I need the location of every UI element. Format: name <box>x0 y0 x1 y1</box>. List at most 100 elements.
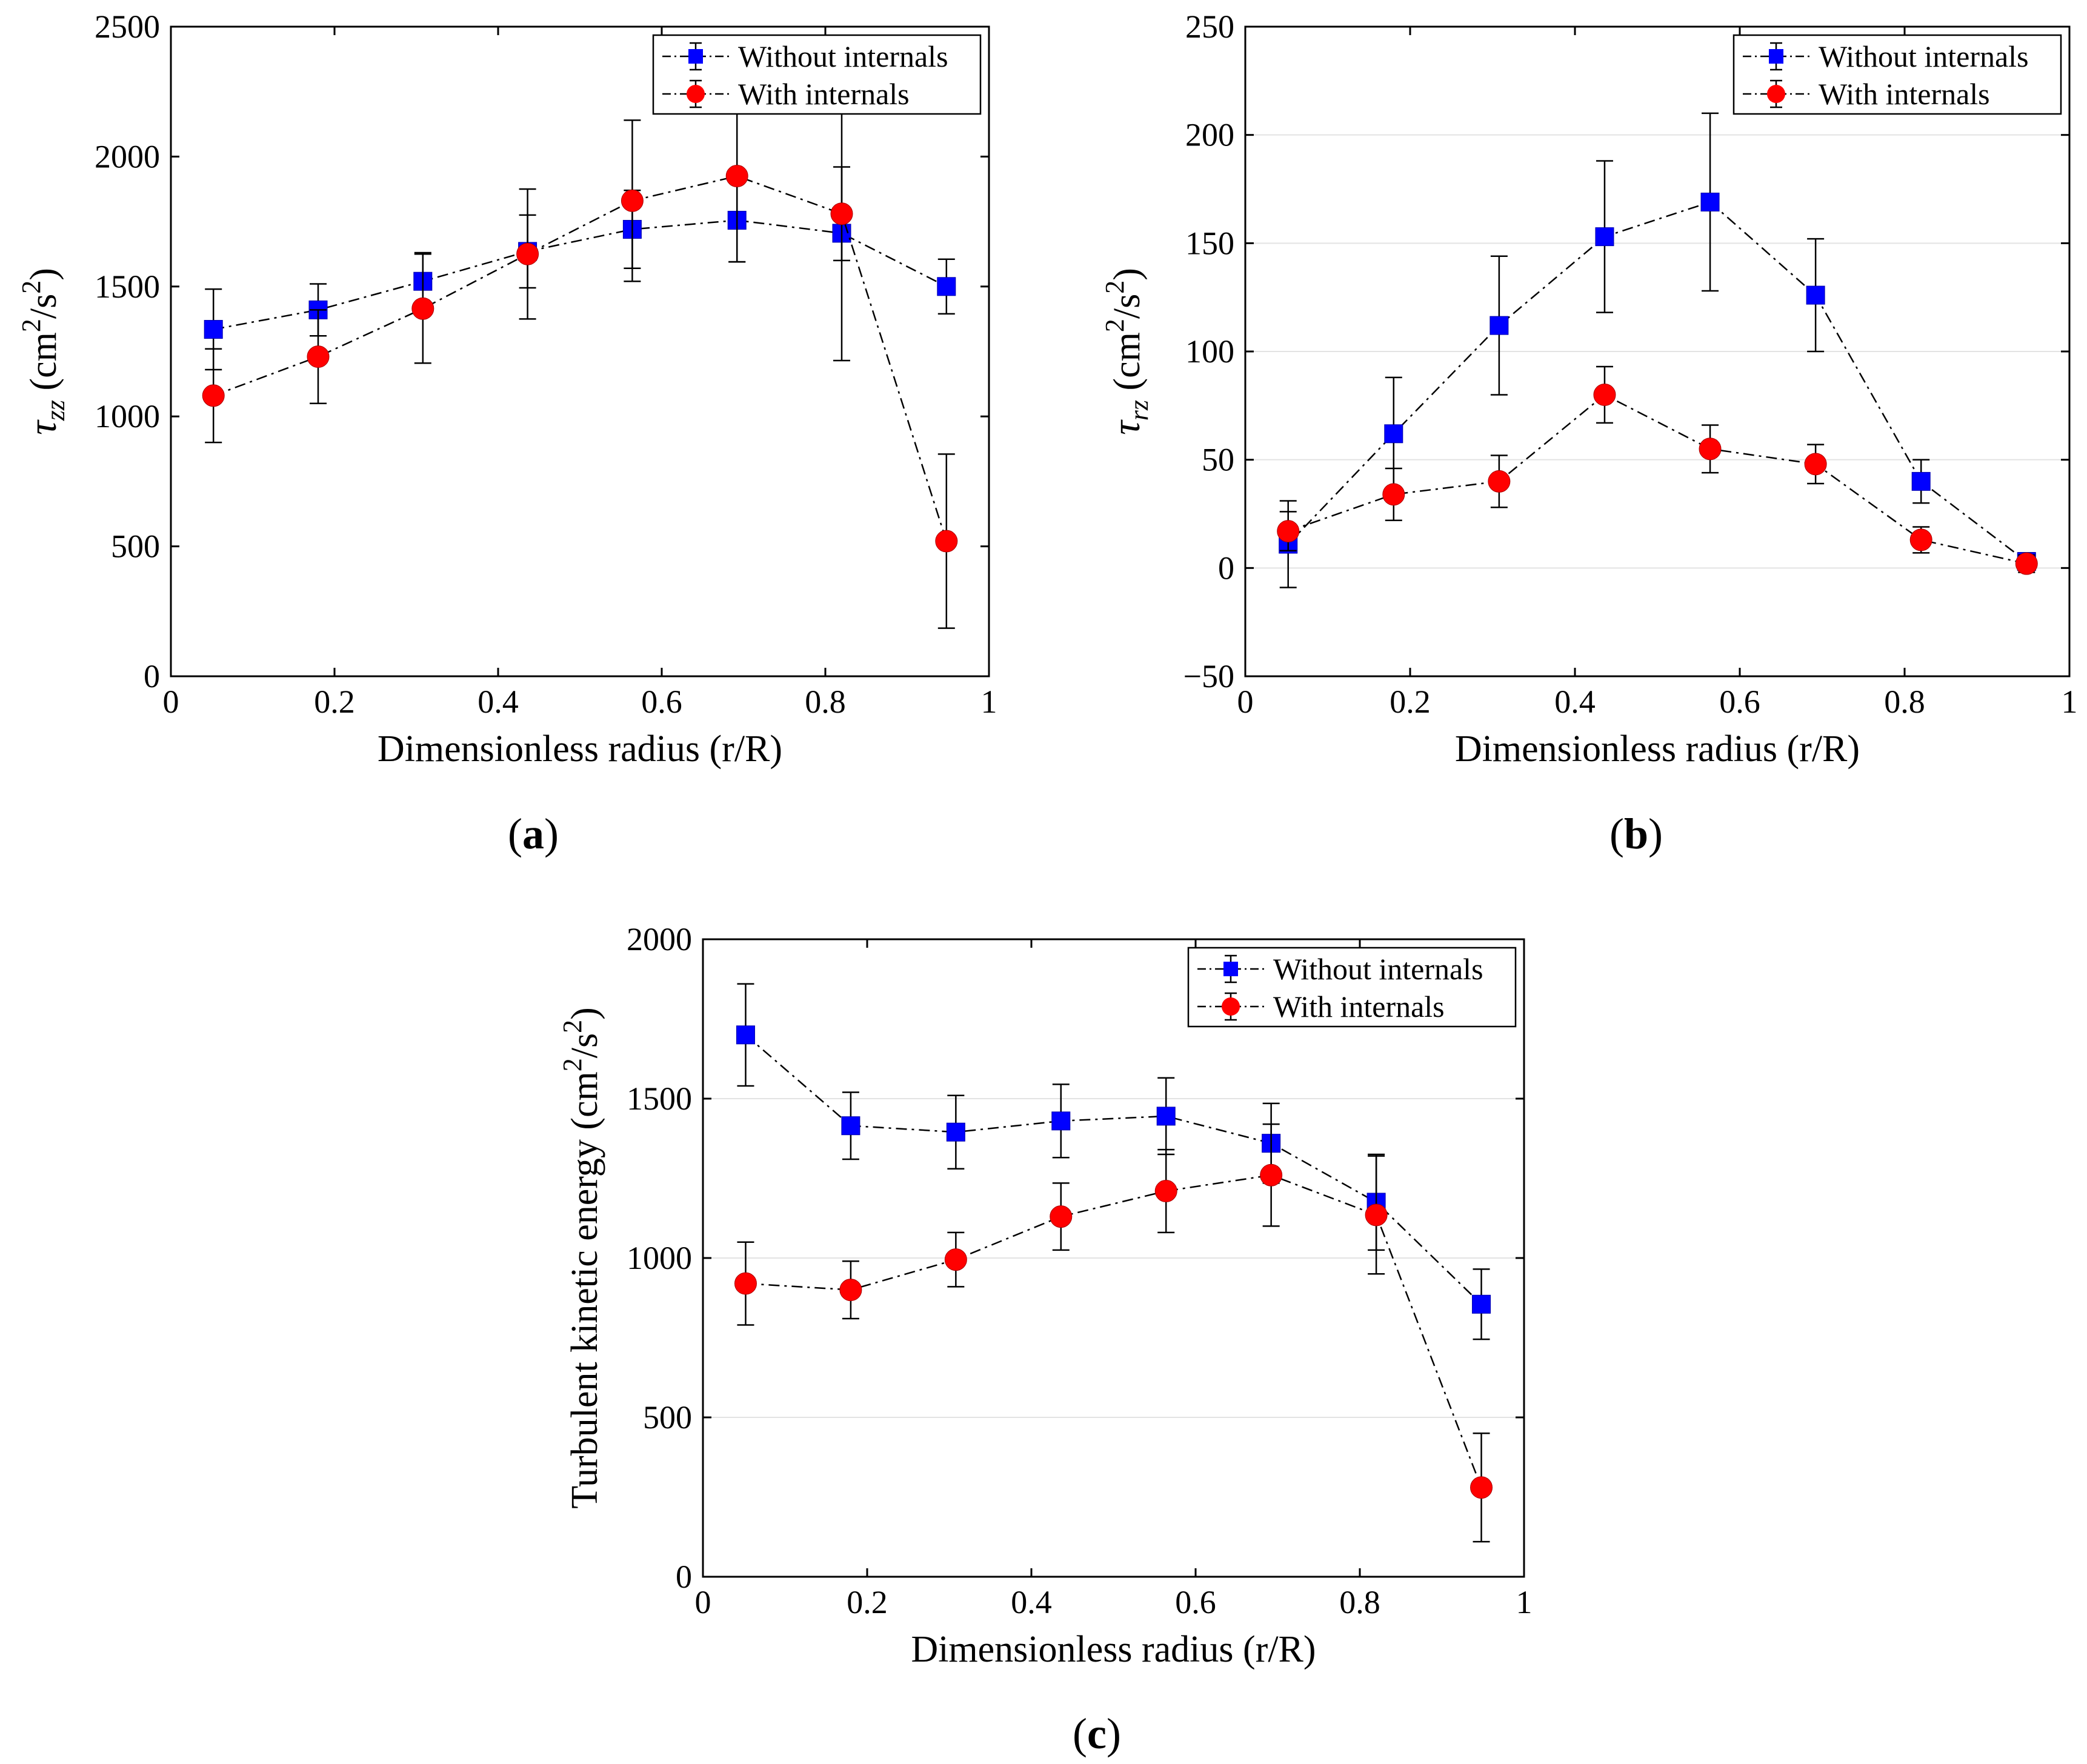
x-tick-label: 0.4 <box>1554 684 1596 720</box>
data-point-circle <box>734 1272 757 1295</box>
y-tick-label: 1500 <box>95 268 160 305</box>
legend-square-marker <box>688 49 703 64</box>
legend-square-marker <box>1223 962 1238 976</box>
y-tick-label: −50 <box>1183 658 1234 694</box>
y-label-superscript: 2 <box>1100 281 1130 294</box>
panel-label-a: (a) <box>508 810 559 858</box>
y-tick-label: 1000 <box>95 398 160 434</box>
legend-c: Without internals With internals <box>1187 947 1517 1028</box>
data-point-square <box>1490 316 1509 335</box>
data-point-square <box>736 1025 755 1045</box>
legend-box <box>1733 34 2062 115</box>
x-tick-label: 1 <box>981 684 997 720</box>
data-point-circle <box>1470 1476 1493 1499</box>
y-tick-label: 200 <box>1185 117 1234 153</box>
panel-label-open: ( <box>1073 1709 1087 1758</box>
panel-label-c: (c) <box>1073 1709 1121 1758</box>
series-b-with-internals <box>1277 365 2038 575</box>
data-point-circle <box>2015 552 2038 575</box>
legend-circle-marker <box>687 85 705 103</box>
x-tick-label: 0.6 <box>641 684 682 720</box>
legend-square-marker <box>1769 49 1783 64</box>
series-line <box>745 1174 1482 1488</box>
data-point-circle <box>1382 483 1405 506</box>
legend-box <box>1187 947 1517 1028</box>
y-tick-label: 500 <box>111 528 160 565</box>
y-label-unit-mid: /s <box>23 294 64 319</box>
y-tick-label: 500 <box>643 1399 692 1436</box>
data-point-circle <box>1699 438 1722 461</box>
data-point-circle <box>1804 453 1827 476</box>
y-axis-label: τzz (cm2/s2) <box>16 268 70 435</box>
y-tick-label: 50 <box>1202 442 1234 478</box>
y-label-subscript: zz <box>41 400 70 421</box>
data-point-square <box>946 1122 965 1142</box>
data-point-square <box>204 320 223 339</box>
y-label-unit-suffix: ) <box>1107 268 1148 281</box>
series-c-with-internals <box>734 1123 1493 1543</box>
y-tick-label: 150 <box>1185 225 1234 261</box>
y-tick-label: 100 <box>1185 333 1234 370</box>
y-label-superscript: 2 <box>558 1058 587 1071</box>
data-point-circle <box>1154 1180 1177 1203</box>
chart-panel-c: 0 0.2 0.4 0.6 0.8 1 0 500 1000 1500 2000 Dimensionl… <box>558 921 1533 1758</box>
x-axis-label: Dimensionless radius (r/R) <box>1455 728 1860 770</box>
data-point-circle <box>1365 1203 1388 1226</box>
x-tick-label: 0.8 <box>1884 684 1925 720</box>
y-label-unit-suffix: ) <box>564 1007 605 1020</box>
legend-label: With internals <box>1819 77 1990 111</box>
data-point-square <box>1595 227 1614 247</box>
y-label-gap <box>1107 391 1148 401</box>
data-point-circle <box>1593 383 1616 406</box>
y-tick-label: 1000 <box>627 1240 692 1276</box>
data-point-circle <box>1909 528 1932 551</box>
legend-b: Without internals With internals <box>1733 34 2062 115</box>
legend-label: Without internals <box>738 39 948 73</box>
y-tick-label: 0 <box>144 658 160 694</box>
legend-box <box>652 34 982 115</box>
y-label-superscript: 2 <box>16 281 46 294</box>
data-point-circle <box>307 345 330 368</box>
legend-a: Without internals With internals <box>652 34 982 115</box>
panel-label-open: ( <box>1609 810 1624 858</box>
data-point-square <box>1700 192 1720 211</box>
x-tick-label: 0.8 <box>1339 1584 1380 1620</box>
x-tick-label: 0.8 <box>805 684 846 720</box>
legend-label: With internals <box>1273 990 1445 1023</box>
y-label-unit-prefix: Turbulent kinetic energy (cm <box>564 1071 605 1508</box>
y-label-unit-prefix: (cm <box>1107 332 1148 390</box>
chart-panel-b: 0 0.2 0.4 0.6 0.8 1−50050100150200250Dimensio… <box>1100 8 2078 858</box>
legend-circle-marker <box>1222 997 1240 1016</box>
x-tick-label: 0.2 <box>847 1584 888 1620</box>
y-label-unit-prefix: (cm <box>23 332 64 390</box>
panel-label-close: ) <box>1648 810 1663 858</box>
panel-label-letter: b <box>1624 810 1648 858</box>
y-label-superscript: 2 <box>1100 319 1130 332</box>
x-tick-label: 0.4 <box>1011 1584 1052 1620</box>
series-line <box>213 219 947 330</box>
data-point-square <box>937 277 956 296</box>
data-point-square <box>1806 285 1825 305</box>
panel-label-b: (b) <box>1609 810 1663 858</box>
x-tick-label: 0 <box>1237 684 1254 720</box>
data-point-circle <box>830 202 853 225</box>
panel-label-close: ) <box>1107 1709 1121 1758</box>
y-label-gap <box>23 391 64 401</box>
data-point-circle <box>202 384 225 407</box>
y-label-symbol: τ <box>1104 419 1148 435</box>
legend-circle-marker <box>1767 85 1785 103</box>
y-tick-label: 250 <box>1185 8 1234 45</box>
y-axis-label: Turbulent kinetic energy (cm2/s2) <box>558 1007 605 1509</box>
x-tick-label: 0.6 <box>1175 1584 1216 1620</box>
legend-label: Without internals <box>1273 952 1483 986</box>
data-point-circle <box>1277 520 1300 543</box>
data-point-circle <box>944 1248 967 1271</box>
data-point-circle <box>725 165 748 188</box>
series-line <box>1287 201 2028 562</box>
x-tick-label: 0.2 <box>1390 684 1431 720</box>
y-axis-label: τrz (cm2/s2) <box>1100 268 1154 435</box>
x-tick-label: 0.6 <box>1719 684 1760 720</box>
data-point-circle <box>411 297 434 320</box>
y-tick-label: 2500 <box>95 8 160 45</box>
y-label-superscript: 2 <box>16 319 46 332</box>
